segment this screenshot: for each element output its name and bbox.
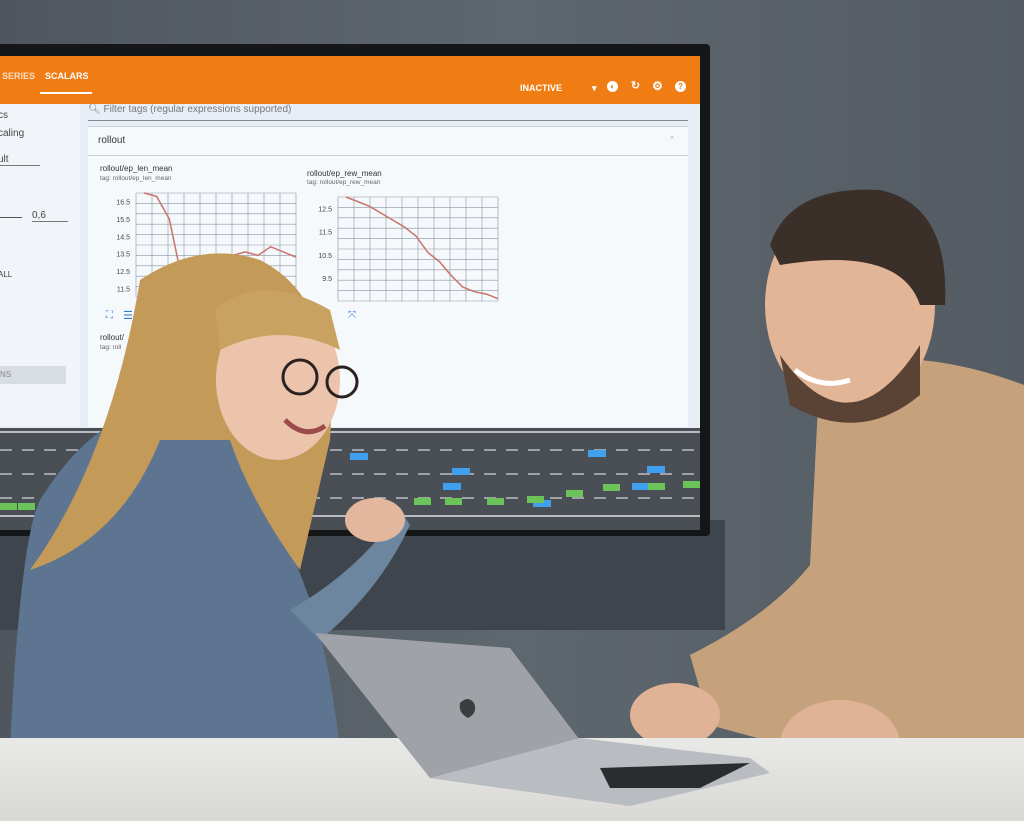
sidebar-item[interactable]: caling (0, 128, 25, 139)
group-title: rollout (98, 135, 126, 146)
vehicle-green (414, 498, 431, 505)
vehicle-blue (350, 453, 368, 460)
filter-input[interactable]: 🔍︎ Filter tags (regular expressions supp… (88, 104, 688, 121)
y-tick-label: 14.5 (116, 234, 130, 241)
y-tick-label: 11.5 (117, 286, 130, 293)
y-tick-label: 10.5 (318, 253, 332, 260)
smoothing-input[interactable]: 0,6 (32, 210, 68, 222)
vehicle-green (0, 503, 17, 510)
theme-icon[interactable]: ◐ (607, 81, 618, 92)
vehicle-green (566, 490, 583, 497)
data-table-icon[interactable]: ☰ (123, 310, 133, 322)
y-tick-label: 11.5 (319, 230, 332, 237)
vehicle-green (648, 483, 665, 490)
chart-tag: tag: roll (100, 344, 122, 351)
status-dropdown[interactable]: INACTIVE (520, 83, 563, 93)
search-icon: 🔍︎ (88, 104, 101, 115)
top-bar: SERIES SCALARS INACTIVE ▾ ◐ ↻ ⚙ ? (0, 56, 700, 104)
chevron-up-icon[interactable]: ^ (670, 135, 674, 144)
chart-tag: tag: rollout/ep_len_mean (100, 175, 172, 182)
apple-logo (459, 699, 476, 718)
fullscreen-icon[interactable]: ⛶ (106, 310, 113, 321)
y-tick-label: 15.5 (116, 217, 130, 224)
vehicle-blue (647, 466, 665, 473)
toggle-all[interactable]: ALL (0, 270, 13, 279)
chart-title: rollout/ (100, 333, 125, 342)
vehicle-green (487, 498, 504, 505)
y-tick-label: 16.5 (116, 200, 130, 207)
y-tick-label: 13.5 (116, 252, 130, 259)
tab-series[interactable]: SERIES (2, 71, 36, 81)
y-tick-label: 12.5 (116, 269, 130, 276)
chart-title: rollout/ep_len_mean (100, 164, 173, 173)
chart-title: rollout/ep_rew_mean (307, 169, 382, 178)
y-tick-label: 12.5 (318, 207, 332, 214)
vehicle-blue (588, 450, 606, 457)
laptop (315, 633, 770, 806)
active-tab-indicator (40, 92, 92, 94)
vehicle-blue (443, 483, 461, 490)
vehicle-green (445, 498, 462, 505)
tab-scalars[interactable]: SCALARS (45, 71, 89, 81)
smoothing-slider[interactable] (0, 217, 22, 218)
refresh-icon[interactable]: ↻ (630, 80, 641, 92)
vehicle-blue (533, 500, 551, 507)
sidebar: cs caling ult 0,6 ALL NS (0, 104, 80, 426)
sidebar-dropdown[interactable]: ult (0, 154, 40, 166)
fit-domain-icon[interactable]: ⤧ (348, 310, 356, 321)
vehicle-green (603, 484, 620, 491)
group-header[interactable]: rollout ^ (88, 127, 688, 156)
help-icon[interactable]: ? (675, 81, 686, 92)
chart-tag: tag: rollout/ep_rew_mean (307, 179, 381, 186)
y-tick-label: 9.5 (322, 276, 332, 283)
settings-icon[interactable]: ⚙ (652, 79, 663, 93)
series-line (345, 196, 499, 300)
sidebar-button[interactable]: NS (0, 366, 66, 384)
sidebar-item[interactable]: cs (0, 110, 8, 121)
vehicle-green (527, 496, 544, 503)
chevron-down-icon[interactable]: ▾ (592, 83, 597, 93)
vehicle-blue (632, 483, 650, 490)
ep-rew-chart: 12.5 11.5 10.5 9.5 (318, 196, 499, 302)
vehicle-green (683, 481, 700, 488)
vehicle-blue (452, 468, 470, 475)
woman (10, 253, 410, 750)
filter-placeholder: Filter tags (regular expressions support… (103, 104, 292, 115)
vehicle-green (18, 503, 35, 510)
